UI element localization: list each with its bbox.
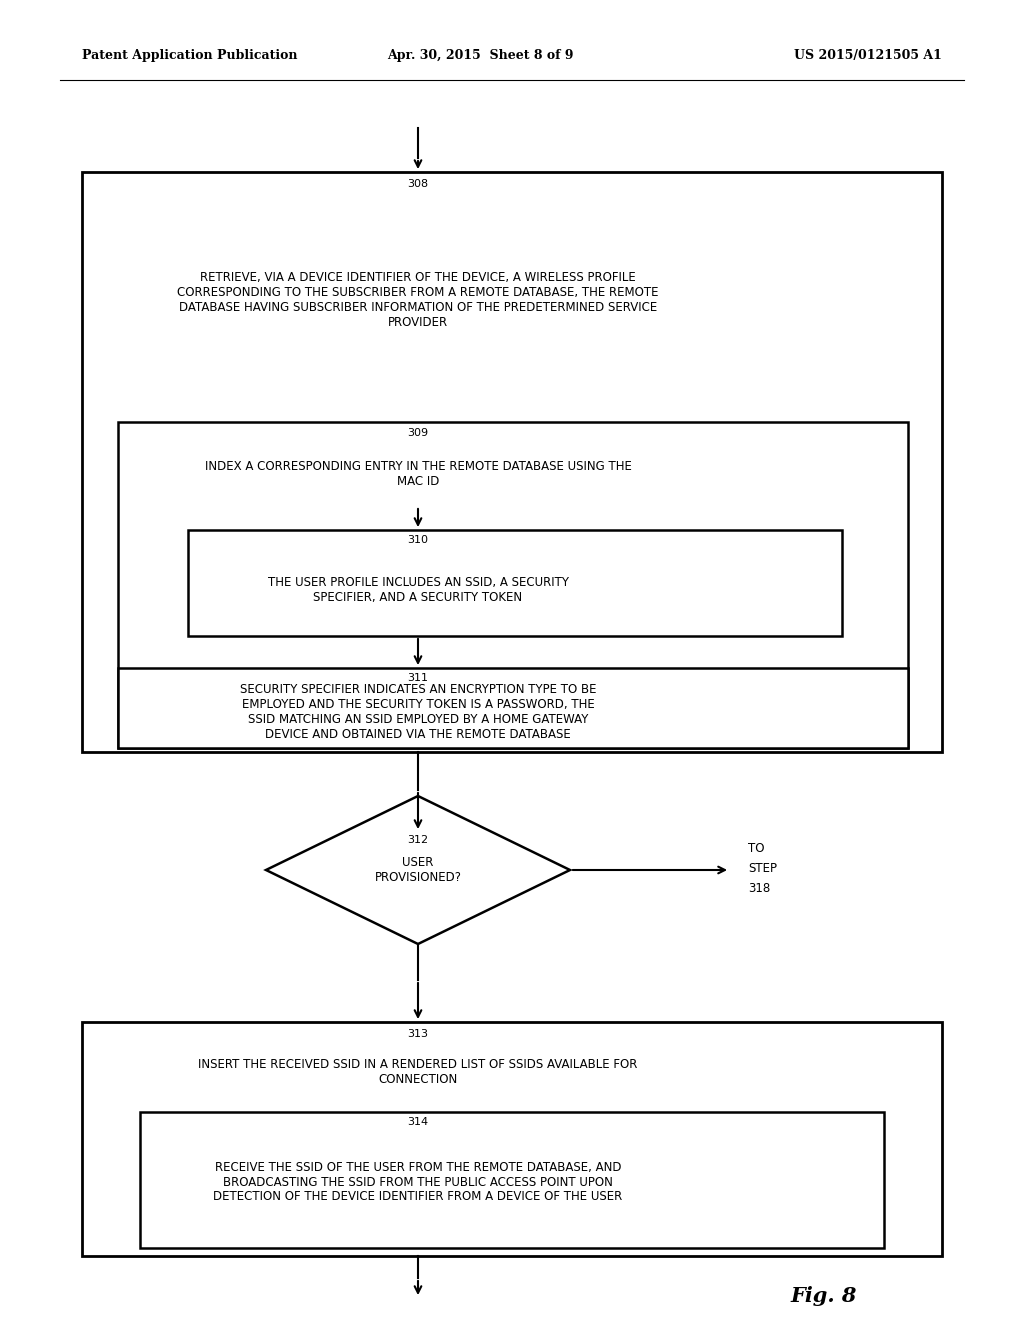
- Text: 309: 309: [408, 428, 429, 438]
- Text: USER
PROVISIONED?: USER PROVISIONED?: [375, 855, 462, 884]
- Text: STEP: STEP: [748, 862, 777, 874]
- Text: US 2015/0121505 A1: US 2015/0121505 A1: [795, 49, 942, 62]
- Text: SECURITY SPECIFIER INDICATES AN ENCRYPTION TYPE TO BE
EMPLOYED AND THE SECURITY : SECURITY SPECIFIER INDICATES AN ENCRYPTI…: [240, 682, 596, 741]
- Text: TO: TO: [748, 842, 765, 854]
- Bar: [118, 422, 908, 748]
- Bar: [82, 172, 942, 752]
- Text: RETRIEVE, VIA A DEVICE IDENTIFIER OF THE DEVICE, A WIRELESS PROFILE
CORRESPONDIN: RETRIEVE, VIA A DEVICE IDENTIFIER OF THE…: [177, 271, 658, 329]
- Text: 312: 312: [408, 836, 429, 845]
- Bar: [118, 668, 908, 748]
- Text: INSERT THE RECEIVED SSID IN A RENDERED LIST OF SSIDS AVAILABLE FOR
CONNECTION: INSERT THE RECEIVED SSID IN A RENDERED L…: [199, 1059, 638, 1086]
- Text: THE USER PROFILE INCLUDES AN SSID, A SECURITY
SPECIFIER, AND A SECURITY TOKEN: THE USER PROFILE INCLUDES AN SSID, A SEC…: [267, 576, 568, 605]
- Text: Patent Application Publication: Patent Application Publication: [82, 49, 298, 62]
- Text: 314: 314: [408, 1117, 429, 1127]
- Text: Apr. 30, 2015  Sheet 8 of 9: Apr. 30, 2015 Sheet 8 of 9: [387, 49, 573, 62]
- Text: 308: 308: [408, 180, 429, 189]
- Text: 313: 313: [408, 1030, 428, 1039]
- Polygon shape: [266, 796, 570, 944]
- Text: 318: 318: [748, 882, 770, 895]
- Text: RECEIVE THE SSID OF THE USER FROM THE REMOTE DATABASE, AND
BROADCASTING THE SSID: RECEIVE THE SSID OF THE USER FROM THE RE…: [213, 1160, 623, 1204]
- Text: INDEX A CORRESPONDING ENTRY IN THE REMOTE DATABASE USING THE
MAC ID: INDEX A CORRESPONDING ENTRY IN THE REMOT…: [205, 459, 632, 488]
- Text: 310: 310: [408, 535, 428, 545]
- Text: 311: 311: [408, 673, 428, 682]
- Bar: [140, 1111, 884, 1247]
- Text: Fig. 8: Fig. 8: [790, 1286, 856, 1305]
- Bar: [82, 1022, 942, 1257]
- Bar: [188, 531, 842, 636]
